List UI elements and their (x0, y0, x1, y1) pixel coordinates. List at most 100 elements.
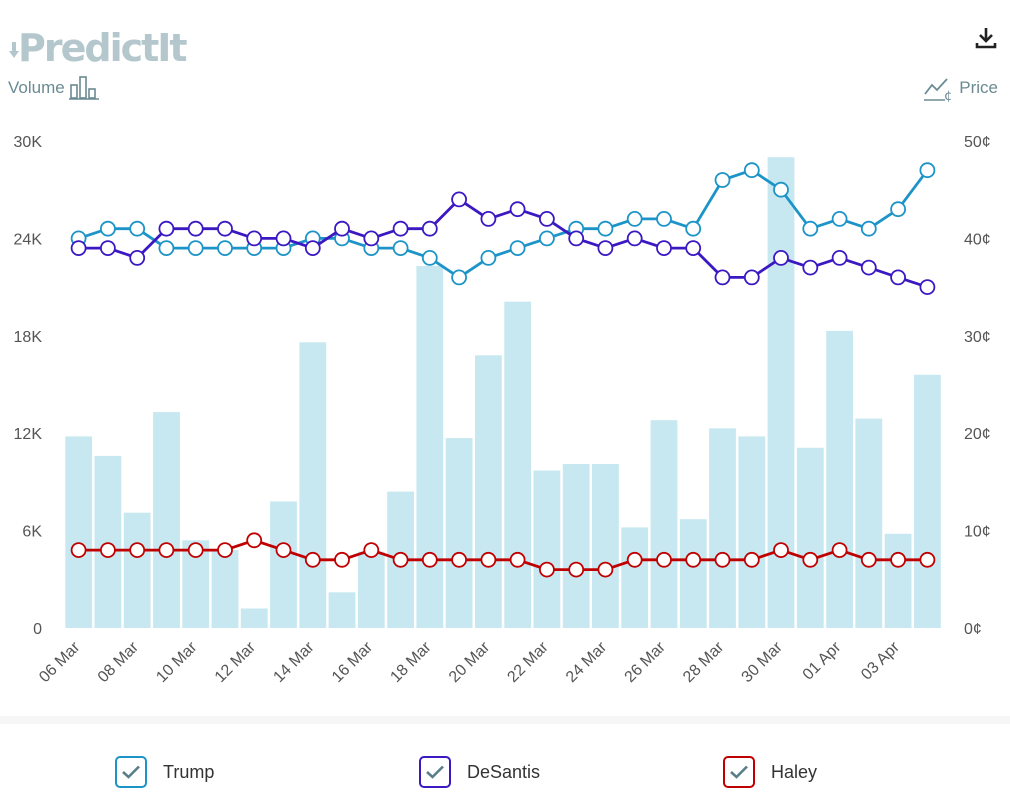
volume-label: Volume (8, 78, 65, 97)
haley-price-point (70, 542, 87, 558)
price-line-icon: ¢ (924, 78, 953, 102)
volume-toggle[interactable]: Volume (8, 74, 99, 102)
haley-price-point (539, 561, 555, 578)
trump-price-point (451, 269, 468, 286)
haley-price-point (890, 551, 906, 568)
legend-label-desantis: DeSantis (467, 761, 541, 782)
desantis-price-point (626, 230, 643, 247)
desantis-price-point (860, 259, 877, 276)
trump-price-point (100, 220, 116, 237)
trump-price-point (421, 249, 438, 266)
volume-bar (884, 533, 912, 628)
desantis-price-point (539, 210, 555, 227)
legend-divider (0, 716, 1010, 724)
haley-checkbox[interactable] (723, 756, 755, 788)
x-tick-label: 06 Mar (36, 638, 84, 686)
volume-bar (357, 551, 385, 628)
desantis-price-point (304, 240, 321, 257)
download-button[interactable] (972, 24, 1000, 52)
desantis-price-point (392, 220, 409, 237)
desantis-price-point (363, 230, 380, 247)
y-right-tick-label: 50¢ (964, 134, 991, 151)
haley-price-point (743, 551, 760, 568)
y-left-tick-label: 30K (14, 134, 43, 151)
haley-price-point (626, 551, 643, 568)
desantis-checkbox[interactable] (419, 756, 451, 788)
desantis-price-point (773, 249, 789, 266)
x-tick-label: 30 Mar (739, 638, 787, 686)
haley-price-point (802, 551, 819, 568)
x-tick-label: 01 Apr (800, 638, 845, 683)
trump-price-point (539, 230, 555, 247)
logo-text: PredictIt (18, 26, 188, 70)
legend-item-desantis[interactable]: DeSantis (419, 756, 540, 788)
volume-bar (475, 355, 502, 628)
desantis-price-point (656, 240, 672, 257)
haley-price-point (129, 542, 146, 558)
haley-price-point (480, 551, 497, 568)
check-icon (730, 765, 748, 779)
haley-price-point (246, 532, 263, 549)
x-tick-label: 12 Mar (212, 638, 260, 686)
trump-price-line (78, 168, 929, 279)
desantis-price-point (187, 220, 204, 237)
trump-price-point (187, 240, 204, 257)
volume-bar (299, 342, 327, 628)
desantis-price-point (568, 230, 585, 247)
haley-price-point (421, 551, 438, 568)
trump-price-point (392, 240, 409, 257)
price-toggle[interactable]: ¢ Price (923, 74, 998, 102)
desantis-price-point (217, 220, 233, 237)
haley-price-point (568, 561, 585, 578)
x-tick-label: 20 Mar (446, 638, 494, 686)
volume-bar (416, 266, 444, 628)
haley-price-point (919, 551, 936, 568)
check-icon (122, 765, 140, 779)
download-icon (975, 28, 997, 49)
haley-price-point (451, 551, 468, 568)
trump-price-point (656, 210, 672, 227)
haley-price-point (714, 551, 731, 568)
trump-price-point (860, 220, 877, 237)
volume-bar (650, 420, 678, 628)
desantis-price-point (509, 201, 526, 218)
volume-bar (445, 438, 473, 628)
x-tick-label: 18 Mar (387, 638, 435, 686)
volume-bar (270, 501, 297, 628)
desantis-price-point (70, 240, 87, 257)
y-right-tick-label: 10¢ (964, 524, 991, 541)
y-left-tick-label: 24K (14, 231, 43, 248)
price-label: Price (959, 78, 998, 97)
svg-text:¢: ¢ (944, 89, 952, 102)
volume-bar (562, 464, 590, 628)
desantis-price-point (129, 249, 146, 266)
trump-price-point (802, 220, 819, 237)
trump-price-point (217, 240, 233, 257)
trump-price-point (685, 220, 702, 237)
volume-bar (679, 519, 707, 628)
volume-bar (826, 330, 853, 628)
volume-bar (621, 527, 649, 628)
bar-chart-icon (68, 76, 99, 100)
desantis-price-point (158, 220, 175, 237)
haley-price-point (334, 551, 350, 568)
volume-bar (240, 608, 268, 628)
volume-bar (211, 550, 239, 628)
logo-arrow-icon (9, 42, 19, 58)
legend-item-haley[interactable]: Haley (723, 756, 817, 788)
y-left-tick-label: 18K (14, 329, 43, 346)
x-tick-label: 08 Mar (95, 638, 143, 686)
desantis-price-point (246, 230, 263, 247)
trump-price-point (626, 210, 643, 227)
volume-bar (504, 301, 532, 628)
x-tick-label: 24 Mar (563, 638, 611, 686)
y-right-tick-label: 0¢ (964, 621, 982, 638)
x-tick-label: 14 Mar (270, 638, 318, 686)
haley-price-point (304, 551, 321, 568)
trump-price-point (480, 249, 497, 266)
desantis-price-point (802, 259, 819, 276)
x-tick-label: 10 Mar (153, 638, 201, 686)
legend-item-trump[interactable]: Trump (115, 756, 214, 788)
volume-bar (328, 592, 356, 628)
trump-checkbox[interactable] (115, 756, 147, 788)
